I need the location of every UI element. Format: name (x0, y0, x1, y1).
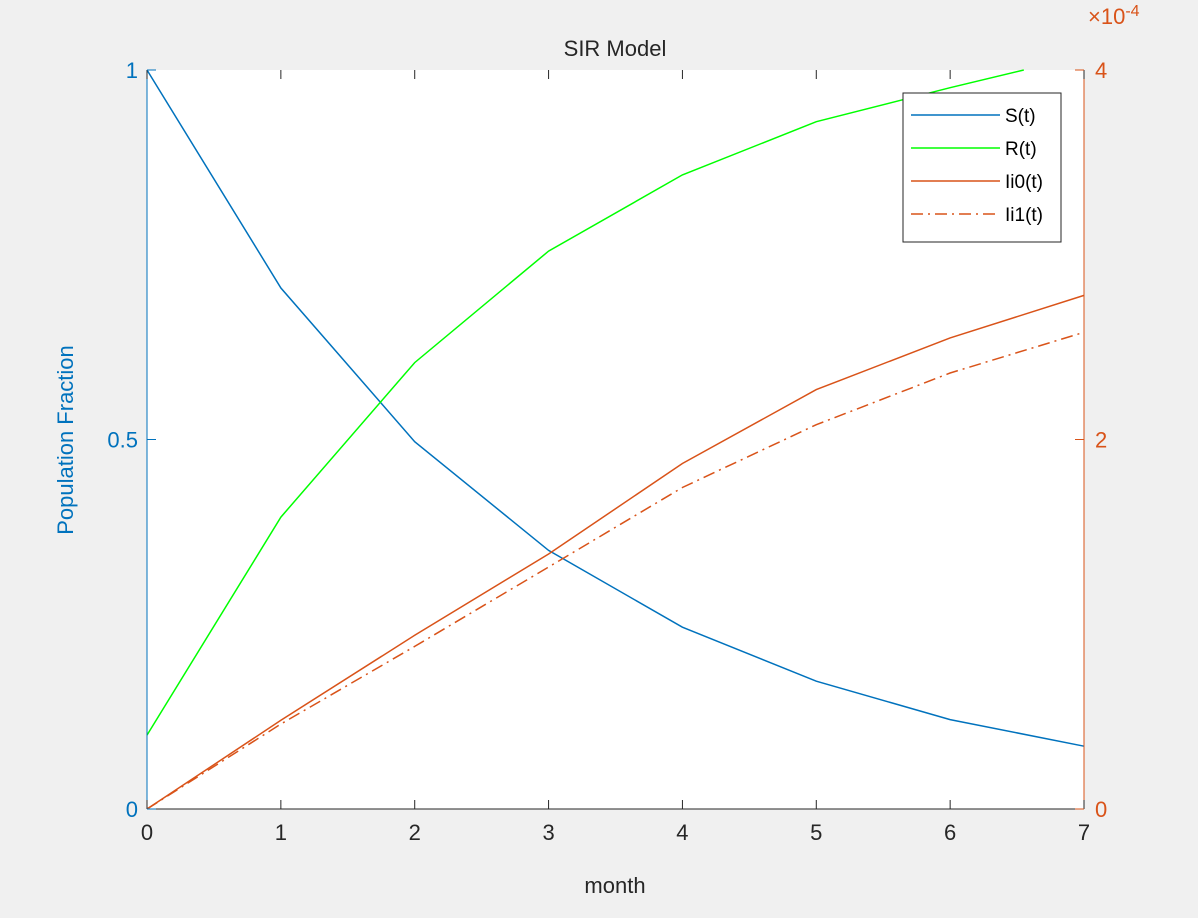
legend-label-2: Ii0(t) (1005, 172, 1043, 193)
left-y-tick-label: 1 (126, 58, 138, 83)
x-tick-label: 5 (810, 820, 822, 845)
x-tick-label: 1 (275, 820, 287, 845)
x-tick-label: 0 (141, 820, 153, 845)
right-axis-exponent-power: -4 (1125, 3, 1139, 20)
legend-label-3: Ii1(t) (1005, 205, 1043, 226)
series-line-0 (146, 69, 1085, 747)
right-y-tick-label: 2 (1095, 428, 1107, 453)
legend: S(t) R(t) Ii0(t) Ii1(t) (902, 92, 1062, 243)
left-y-axis-label: Population Fraction (53, 345, 78, 535)
right-axis-exponent-base: ×10 (1088, 4, 1125, 29)
right-y-tick-label: 4 (1095, 58, 1107, 83)
legend-label-1: R(t) (1005, 139, 1037, 160)
right-axis-exponent: ×10-4 (1088, 3, 1140, 29)
x-axis-label: month (584, 873, 645, 898)
series-line-2 (146, 294, 1085, 810)
legend-box (902, 92, 1062, 243)
series-line-3 (146, 331, 1085, 810)
x-tick-label: 2 (409, 820, 421, 845)
left-y-tick-label: 0 (126, 797, 138, 822)
chart-title: SIR Model (564, 36, 667, 61)
right-y-tick-label: 0 (1095, 797, 1107, 822)
left-y-tick-label: 0.5 (107, 428, 138, 453)
legend-entries: S(t) R(t) Ii0(t) Ii1(t) (911, 106, 1043, 226)
x-tick-label: 7 (1078, 820, 1090, 845)
x-tick-label: 6 (944, 820, 956, 845)
legend-label-0: S(t) (1005, 106, 1036, 127)
x-tick-label: 4 (676, 820, 688, 845)
x-tick-label: 3 (542, 820, 554, 845)
